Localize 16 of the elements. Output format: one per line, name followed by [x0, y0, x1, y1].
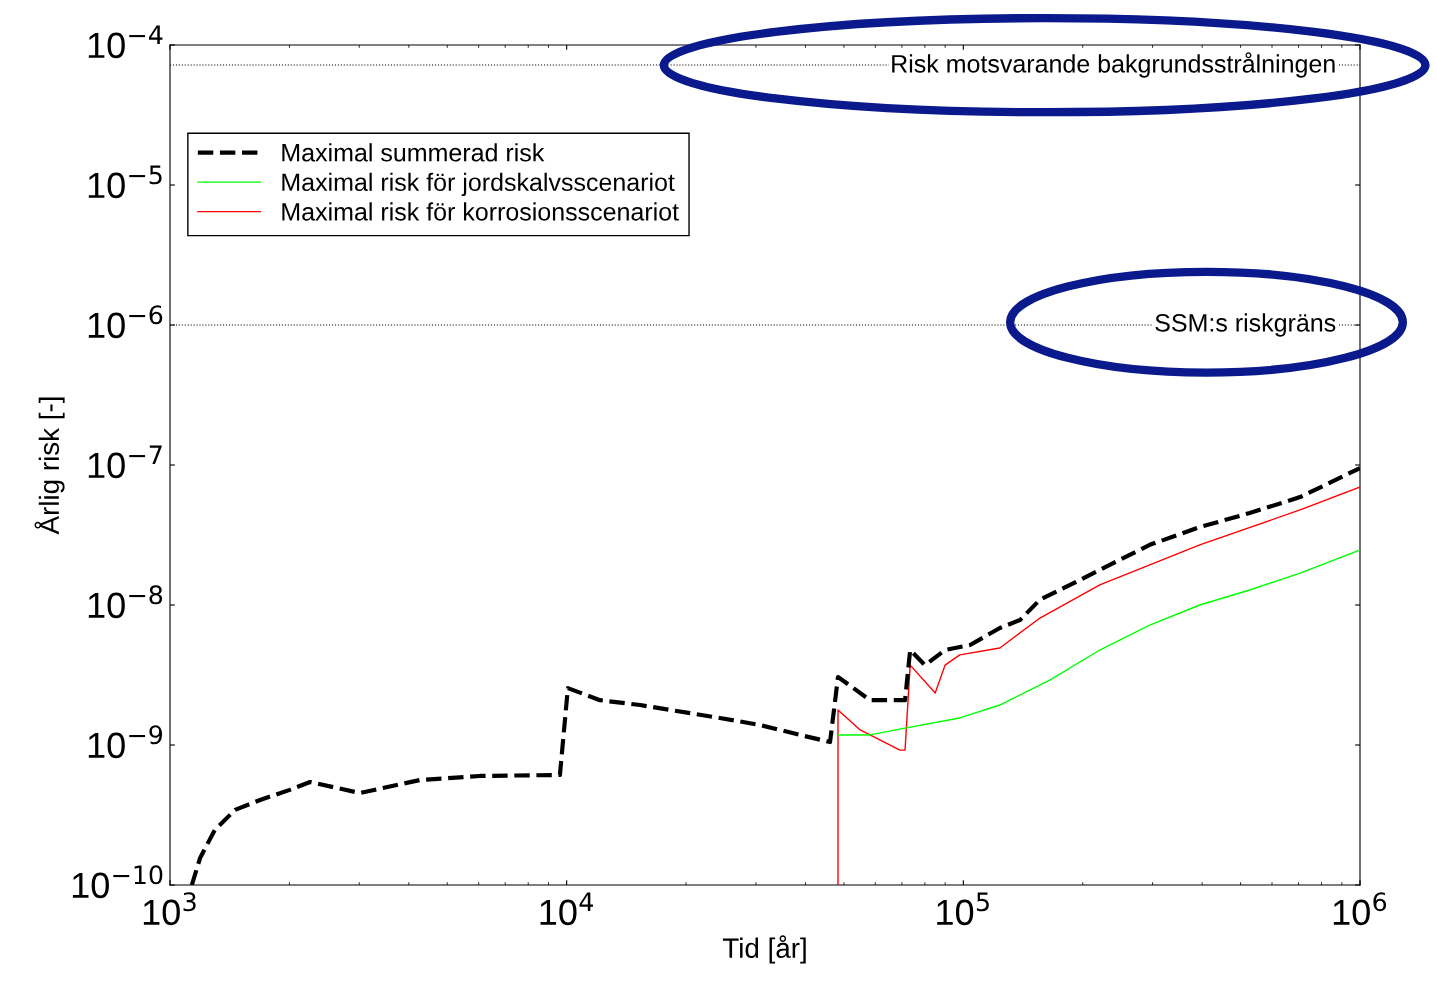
y-tick-label: 10$^{−8}$ — [88, 585, 163, 619]
ref-line-label: SSM:s riskgräns — [1155, 313, 1336, 337]
x-tick-label: 10$^{4}$ — [540, 892, 593, 926]
y-tick-label: 10$^{−4}$ — [88, 25, 163, 59]
ref-line-label: Risk motsvarande bakgrundsstrålningen — [892, 52, 1335, 78]
x-axis-title: Tid [år] — [722, 935, 806, 964]
y-tick-label: 10$^{−7}$ — [88, 445, 162, 479]
legend-label: Maximal risk för jordskalvsscenariot — [282, 172, 675, 197]
legend-label: Maximal summerad risk — [282, 143, 545, 162]
legend-label: Maximal risk för korrosionsscenariot — [282, 202, 679, 221]
y-tick-label: 10$^{−5}$ — [88, 165, 162, 199]
y-tick-label: 10$^{−6}$ — [88, 305, 163, 339]
x-tick-label: 10$^{6}$ — [1333, 892, 1387, 926]
y-axis-title: Årlig risk [-] — [34, 397, 65, 535]
y-tick-label: 10$^{−9}$ — [88, 725, 163, 759]
x-tick-label: 10$^{5}$ — [937, 892, 989, 926]
